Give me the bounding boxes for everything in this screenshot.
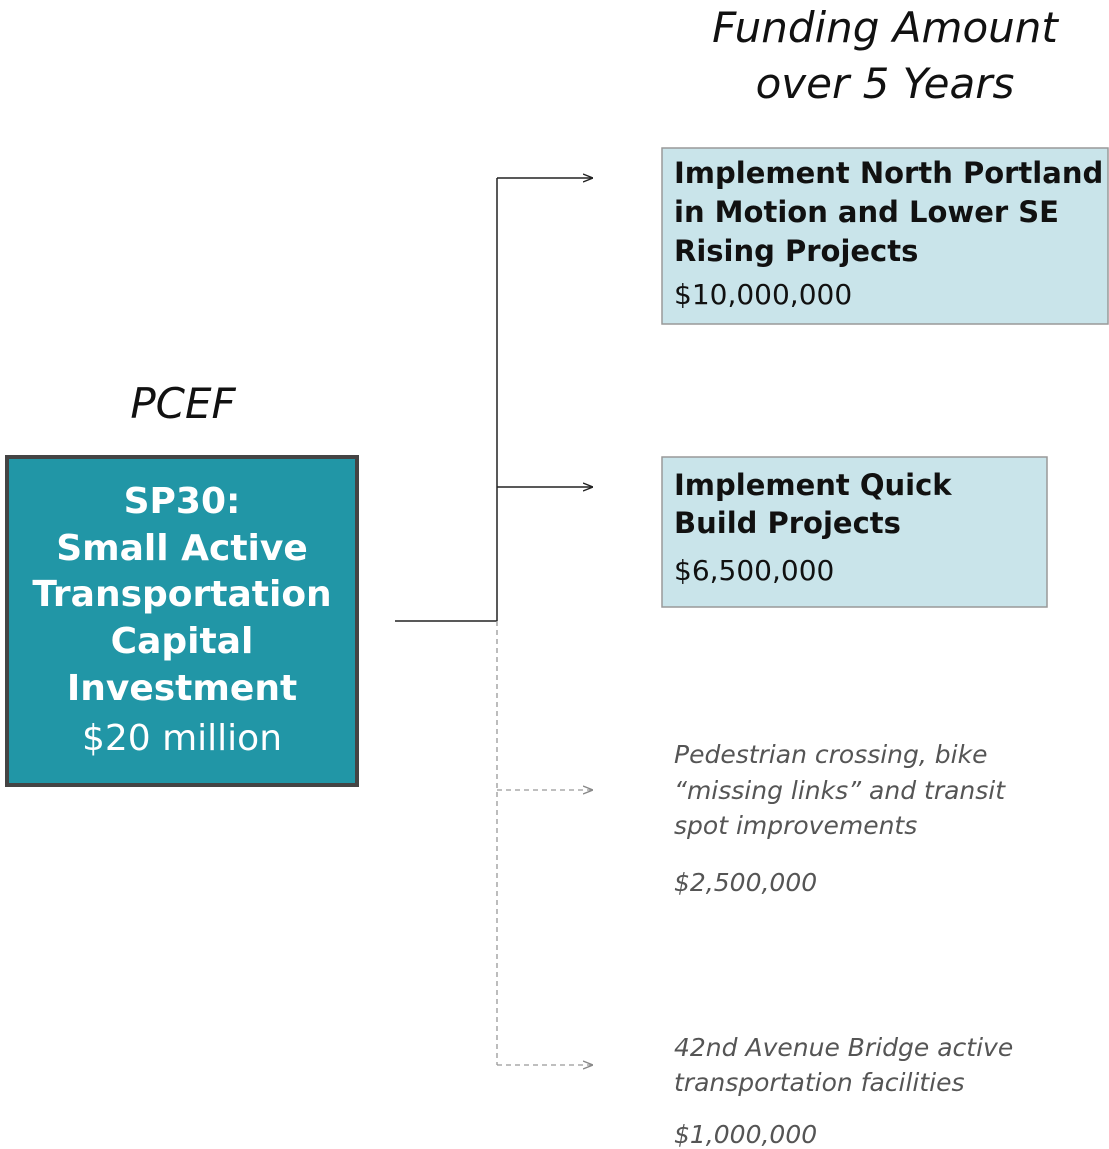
node-title: Implement Quick bbox=[674, 468, 952, 502]
node-title: 42nd Avenue Bridge active bbox=[674, 1033, 1013, 1062]
node-amount: $2,500,000 bbox=[674, 868, 817, 897]
connectors bbox=[395, 178, 593, 1065]
source-title: SP30: bbox=[124, 481, 241, 522]
source-title: Transportation bbox=[32, 574, 331, 615]
node-box bbox=[661, 456, 1048, 608]
source-box bbox=[5, 455, 359, 787]
node-title: transportation facilities bbox=[674, 1068, 965, 1097]
node-title: Pedestrian crossing, bike bbox=[674, 740, 987, 769]
header-title: Funding Amount bbox=[712, 3, 1059, 52]
node-title: Rising Projects bbox=[674, 234, 918, 268]
source-label: PCEF bbox=[130, 379, 236, 428]
node-amount: $6,500,000 bbox=[674, 554, 834, 587]
source-title: Capital bbox=[111, 621, 254, 662]
node-title: “missing links” and transit bbox=[674, 776, 1006, 805]
node-title: Implement North Portland bbox=[674, 156, 1103, 190]
source-amount: $20 million bbox=[82, 718, 282, 759]
node-amount: $10,000,000 bbox=[674, 278, 852, 311]
node-title: in Motion and Lower SE bbox=[674, 195, 1059, 229]
source-title: Investment bbox=[67, 668, 297, 709]
header-title: over 5 Years bbox=[756, 59, 1015, 108]
source-title: Small Active bbox=[56, 528, 308, 569]
node-amount: $1,000,000 bbox=[674, 1120, 817, 1149]
node-title: spot improvements bbox=[674, 811, 917, 840]
node-title: Build Projects bbox=[674, 506, 901, 540]
node-box bbox=[661, 147, 1109, 325]
